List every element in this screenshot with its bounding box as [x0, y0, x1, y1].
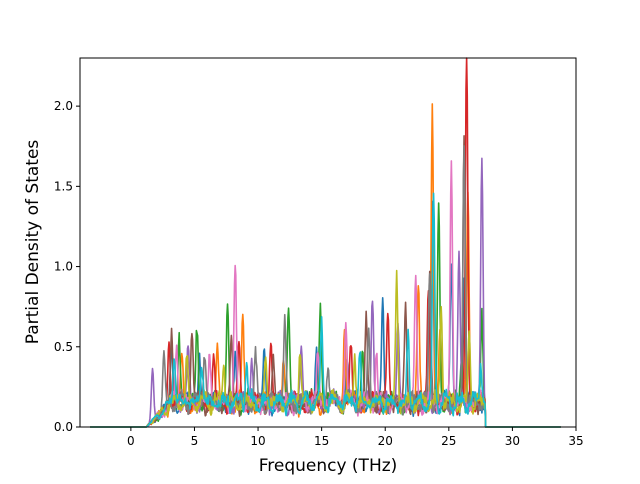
x-tick-label: 15 [314, 434, 329, 448]
series-line-10 [90, 192, 561, 428]
series-line-2 [90, 103, 561, 428]
x-axis: 0 5 10 15 20 25 30 35 [127, 427, 584, 448]
series-layer [90, 57, 561, 428]
plot-frame [79, 57, 577, 428]
x-tick-label: 0 [127, 434, 135, 448]
series-line-8 [90, 145, 561, 428]
y-axis: 0.0 0.5 1.0 1.5 2.0 [54, 99, 80, 434]
x-tick-label: 10 [250, 434, 265, 448]
series-line-6 [90, 135, 561, 428]
y-tick-label: 2.0 [54, 99, 73, 113]
x-tick-label: 25 [441, 434, 456, 448]
y-tick-label: 1.0 [54, 260, 73, 274]
x-axis-label: Frequency (THz) [259, 456, 398, 476]
series-line-4 [90, 57, 561, 428]
x-tick-label: 30 [505, 434, 520, 448]
y-tick-label: 1.5 [54, 179, 73, 193]
x-tick-label: 5 [191, 434, 199, 448]
y-tick-label: 0.5 [54, 340, 73, 354]
y-axis-label: Partial Density of States [23, 140, 43, 345]
series-line-7 [90, 160, 561, 428]
x-tick-label: 20 [378, 434, 393, 448]
series-line-5 [90, 157, 561, 428]
y-tick-label: 0.0 [54, 420, 73, 434]
x-tick-label: 35 [568, 434, 583, 448]
